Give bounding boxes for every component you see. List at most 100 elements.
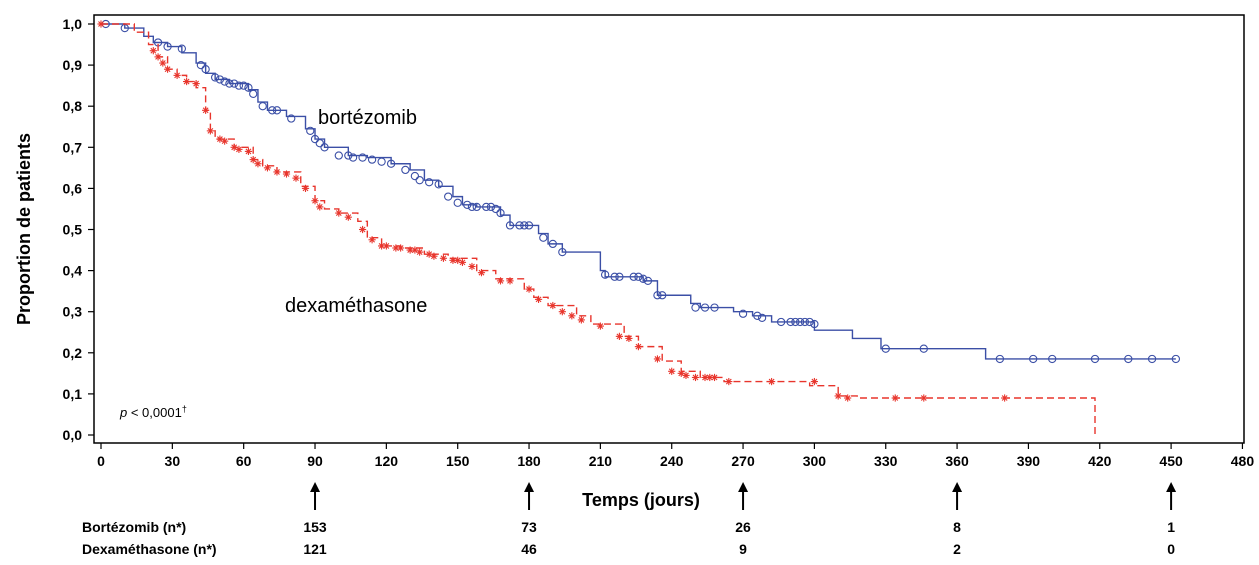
- p-value-annotation: p < 0,0001†: [119, 404, 187, 420]
- censor-mark-bortezomib: [658, 291, 667, 300]
- censor-mark-dexamethasone: [834, 392, 842, 400]
- censor-mark-bortezomib: [249, 89, 258, 99]
- p-value-text: < 0,0001: [127, 405, 182, 420]
- x-tick-label: 420: [1088, 453, 1112, 469]
- censor-mark-bortezomib: [310, 134, 320, 144]
- risk-value: 0: [1167, 541, 1175, 557]
- y-tick-label: 0,8: [63, 98, 83, 114]
- censor-mark-dexamethasone: [273, 168, 281, 176]
- x-tick-label: 270: [731, 453, 755, 469]
- censor-mark-bortezomib: [348, 153, 358, 162]
- censor-mark-bortezomib: [230, 79, 239, 88]
- censor-mark-bortezomib: [496, 208, 505, 218]
- censor-mark-dexamethasone: [506, 277, 514, 285]
- x-tick-label: 330: [874, 453, 898, 469]
- censor-mark-dexamethasone: [335, 209, 343, 217]
- censor-mark-bortezomib: [643, 276, 653, 286]
- risk-value: 73: [521, 519, 537, 535]
- censor-mark-dexamethasone: [206, 127, 214, 135]
- censor-mark-dexamethasone: [439, 254, 448, 262]
- censor-mark-bortezomib: [482, 202, 491, 212]
- censor-mark-bortezomib: [1171, 354, 1181, 364]
- x-tick-label: 60: [236, 453, 252, 469]
- censor-mark-dexamethasone: [149, 47, 157, 55]
- y-tick-label: 0,3: [63, 304, 83, 320]
- censor-mark-bortezomib: [467, 202, 477, 212]
- censor-mark-bortezomib: [610, 272, 619, 281]
- censor-mark-dexamethasone: [810, 377, 818, 386]
- censor-mark-dexamethasone: [653, 355, 662, 363]
- censor-mark-bortezomib: [539, 233, 548, 242]
- censor-mark-bortezomib: [691, 303, 700, 312]
- censor-mark-bortezomib: [505, 221, 515, 230]
- y-axis-title: Proportion de patients: [14, 133, 34, 325]
- censor-mark-dexamethasone: [625, 334, 633, 343]
- censor-mark-dexamethasone: [358, 225, 367, 234]
- risk-value: 46: [521, 541, 537, 557]
- y-tick-label: 0,4: [63, 263, 83, 279]
- censor-mark-bortezomib: [634, 272, 643, 281]
- censor-mark-dexamethasone: [183, 77, 191, 86]
- censor-mark-bortezomib: [434, 180, 443, 189]
- censor-mark-bortezomib: [225, 79, 234, 88]
- risk-row-label-dexamethasone: Dexaméthasone (n*): [82, 541, 217, 557]
- x-tick-label: 90: [307, 453, 323, 469]
- censor-mark-dexamethasone: [525, 285, 533, 293]
- time-arrows: [310, 482, 1177, 510]
- censor-mark-bortezomib: [401, 165, 410, 175]
- censor-mark-bortezomib: [776, 317, 786, 327]
- censor-mark-bortezomib: [210, 73, 220, 82]
- censor-mark-dexamethasone: [159, 59, 167, 67]
- risk-value: 2: [953, 541, 961, 557]
- risk-value: 153: [303, 519, 327, 535]
- censor-mark-dexamethasone: [634, 343, 643, 351]
- x-tick-label: 210: [589, 453, 613, 469]
- censor-mark-bortezomib: [524, 221, 534, 230]
- x-tick-label: 390: [1017, 453, 1041, 469]
- censor-mark-bortezomib: [1147, 354, 1157, 364]
- censor-mark-bortezomib: [786, 317, 795, 327]
- censor-mark-bortezomib: [520, 221, 529, 230]
- series-line-bortezomib: [101, 23, 1176, 360]
- axes: 0 30 60 90 120 150 180 210 240 270 300 330 360 390 420…: [63, 16, 1255, 469]
- y-tick-label: 0,5: [63, 222, 83, 238]
- censor-mark-dexamethasone: [458, 258, 467, 266]
- censor-mark-bortezomib: [515, 221, 524, 230]
- risk-value: 1: [1167, 519, 1175, 535]
- censor-mark-dexamethasone: [682, 371, 690, 380]
- censor-mark-bortezomib: [344, 151, 353, 160]
- censor-mark-dexamethasone: [282, 170, 291, 178]
- x-tick-label: 360: [945, 453, 969, 469]
- x-axis-title: Temps (jours): [582, 490, 700, 510]
- time-arrow: [524, 482, 535, 510]
- censor-mark-bortezomib: [287, 114, 296, 123]
- censor-mark-dexamethasone: [301, 184, 310, 192]
- x-tick-label: 30: [165, 453, 181, 469]
- censor-mark-bortezomib: [558, 247, 567, 257]
- censor-mark-dexamethasone: [725, 377, 733, 386]
- y-tick-label: 0,1: [63, 386, 83, 402]
- censor-mark-bortezomib: [1048, 354, 1057, 364]
- censor-mark-bortezomib: [1029, 354, 1038, 364]
- censor-mark-bortezomib: [415, 176, 424, 185]
- censor-mark-dexamethasone: [416, 248, 424, 256]
- censor-mark-bortezomib: [1124, 354, 1133, 364]
- censor-mark-dexamethasone: [549, 301, 557, 310]
- censor-mark-bortezomib: [334, 151, 343, 160]
- x-tick-label: 450: [1159, 453, 1183, 469]
- x-tick-label: 0: [97, 453, 105, 469]
- censor-mark-bortezomib: [258, 102, 267, 111]
- censor-mark-bortezomib: [639, 274, 648, 283]
- censor-mark-dexamethasone: [844, 394, 852, 402]
- censor-mark-bortezomib: [444, 192, 453, 201]
- censor-mark-dexamethasone: [249, 156, 257, 164]
- censor-mark-dexamethasone: [235, 145, 243, 153]
- censor-mark-dexamethasone: [920, 394, 928, 402]
- censor-mark-dexamethasone: [596, 322, 604, 330]
- censor-mark-dexamethasone: [368, 236, 376, 244]
- plot-frame: [93, 14, 1245, 444]
- censor-mark-dexamethasone: [691, 373, 700, 382]
- series-label-bortezomib: bortézomib: [318, 107, 417, 129]
- censor-mark-dexamethasone: [97, 20, 105, 28]
